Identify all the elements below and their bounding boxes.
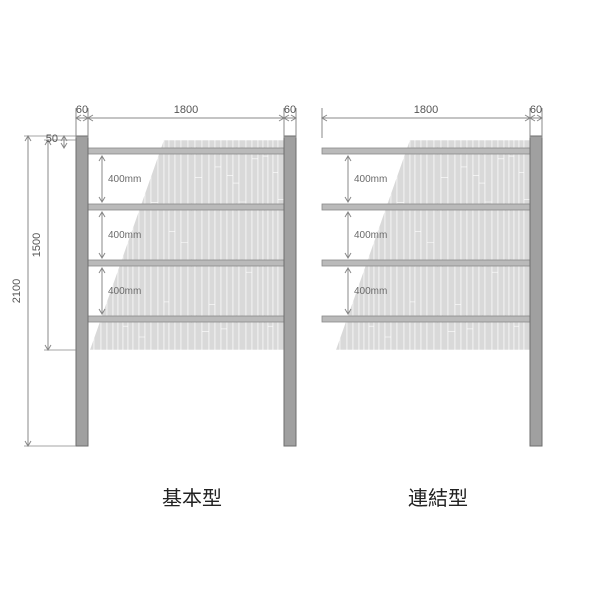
rail	[322, 316, 542, 322]
rail-gap-label: 400mm	[354, 230, 387, 241]
caption-basic: 基本型	[162, 487, 222, 510]
rail	[322, 260, 542, 266]
rail	[322, 204, 542, 210]
caption-link: 連結型	[408, 487, 468, 510]
fence-basic: 400mm 400mm 400mm	[76, 136, 296, 446]
rail-gap-label: 400mm	[108, 174, 141, 185]
rail	[322, 148, 542, 154]
rail-gap-label: 400mm	[354, 174, 387, 185]
post	[284, 136, 296, 446]
dim-1800: 1800	[174, 104, 198, 116]
post	[76, 136, 88, 446]
dim-60: 60	[284, 104, 296, 116]
rail	[76, 148, 296, 154]
dim-1800: 1800	[414, 104, 438, 116]
rail-gap-label: 400mm	[108, 286, 141, 297]
rail	[76, 204, 296, 210]
rail	[76, 316, 296, 322]
dim-50: 50	[46, 133, 58, 145]
rail-gap-label: 400mm	[354, 286, 387, 297]
dim-1500: 1500	[31, 233, 43, 257]
dim-60: 60	[76, 104, 88, 116]
fence-link: 400mm 400mm 400mm	[322, 136, 542, 446]
rail-gap-label: 400mm	[108, 230, 141, 241]
dim-60: 60	[530, 104, 542, 116]
fence-diagram: 400mm 400mm 400mm 400mm 400mm 400mm 60 1800 60 18…	[0, 0, 600, 600]
rail	[76, 260, 296, 266]
post	[530, 136, 542, 446]
dim-2100: 2100	[11, 279, 23, 303]
